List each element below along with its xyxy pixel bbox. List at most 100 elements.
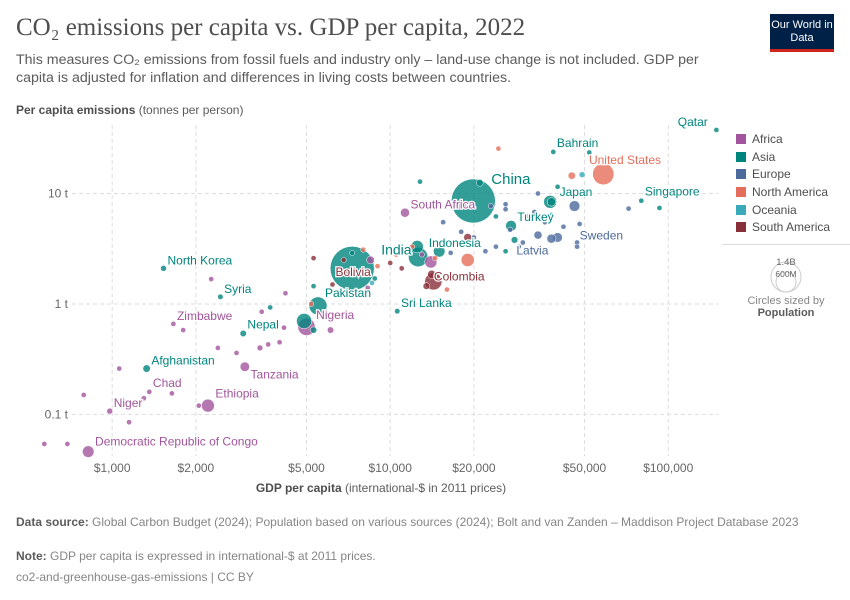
data-point <box>366 255 375 265</box>
data-point <box>141 395 147 402</box>
data-point <box>180 327 187 333</box>
data-point <box>476 179 484 187</box>
x-tick-label: $2,000 <box>178 461 215 475</box>
data-point <box>493 243 499 250</box>
data-point <box>548 212 555 218</box>
data-point <box>296 313 312 329</box>
data-point <box>502 206 509 213</box>
legend-item-europe[interactable]: Europe <box>736 165 830 183</box>
license[interactable]: co2-and-greenhouse-gas-emissions | CC BY <box>16 570 254 584</box>
data-point <box>265 341 272 348</box>
data-point <box>523 212 530 219</box>
y-axis-label: Per capita emissions (tonnes per person) <box>16 103 244 117</box>
data-point <box>546 197 556 207</box>
point-label: Tanzania <box>251 368 299 382</box>
data-point-bahrain <box>550 149 557 155</box>
point-label: Ethiopia <box>215 387 259 401</box>
data-point <box>535 190 541 197</box>
data-point <box>267 304 274 311</box>
data-point <box>310 326 318 334</box>
data-point-niger <box>106 407 113 415</box>
y-tick-label: 10 t <box>48 186 69 200</box>
legend-item-africa[interactable]: Africa <box>736 130 830 148</box>
data-point-nepal <box>239 330 247 337</box>
data-point <box>126 419 132 426</box>
data-point <box>349 250 356 256</box>
data-point <box>542 219 548 226</box>
data-point-pakistan <box>308 296 328 316</box>
x-tick-label: $1,000 <box>94 461 131 475</box>
data-point <box>458 228 465 235</box>
legend: Africa Asia Europe North America Oceania… <box>736 130 830 236</box>
legend-item-south-america[interactable]: South America <box>736 218 830 236</box>
data-point <box>597 232 604 238</box>
x-tick-label: $50,000 <box>563 461 607 475</box>
size-legend: 1.4B 600M Circles sized by Population <box>722 244 850 319</box>
point-label: South Africa <box>410 198 475 212</box>
data-point <box>531 209 538 215</box>
size-legend-large: 1.4B <box>776 257 796 268</box>
data-point-india <box>329 246 375 291</box>
data-point <box>360 246 367 253</box>
data-point <box>282 290 289 297</box>
data-point-tanzania <box>239 361 250 372</box>
data-point <box>554 183 561 190</box>
data-point <box>310 255 317 261</box>
point-label: Japan <box>560 185 593 199</box>
size-legend-variable: Population <box>757 307 815 319</box>
chart-title: CO₂ emissions per capita vs. GDP per cap… <box>16 14 526 41</box>
data-point-north-korea <box>160 265 167 272</box>
data-point <box>471 234 477 241</box>
data-point <box>398 265 405 272</box>
size-legend-caption: Circles sized by <box>747 295 825 307</box>
point-label: Bolivia <box>335 265 371 279</box>
y-tick-label: 0.1 t <box>45 407 69 421</box>
point-label: Bahrain <box>557 136 598 150</box>
data-point-united-states <box>592 163 615 185</box>
legend-item-asia[interactable]: Asia <box>736 148 830 166</box>
data-point <box>374 263 381 269</box>
data-point-latvia <box>515 243 522 250</box>
data-point <box>327 326 334 334</box>
point-label: Sri Lanka <box>401 296 452 310</box>
data-point <box>487 203 494 209</box>
data-point <box>533 230 543 240</box>
data-point <box>574 243 580 250</box>
x-tick-label: $5,000 <box>288 461 325 475</box>
x-tick-label: $100,000 <box>643 461 693 475</box>
data-point <box>560 223 567 230</box>
data-point <box>625 205 632 212</box>
point-label: United States <box>589 153 661 167</box>
data-point <box>607 157 614 164</box>
data-point <box>369 280 375 286</box>
owid-logo[interactable]: Our World in Data <box>770 14 834 52</box>
data-point <box>233 350 240 356</box>
x-tick-label: $10,000 <box>369 461 413 475</box>
data-point-qatar <box>713 127 720 133</box>
data-point <box>276 339 283 346</box>
data-point-colombia <box>427 269 437 279</box>
data-point <box>308 301 315 307</box>
point-label: China <box>491 171 531 188</box>
data-point-china <box>451 178 496 224</box>
data-point <box>215 345 221 351</box>
data-point <box>340 257 347 263</box>
data-point <box>460 253 475 267</box>
point-label: India <box>381 241 412 257</box>
data-point-afghanistan <box>142 364 151 373</box>
legend-item-oceania[interactable]: Oceania <box>736 201 830 219</box>
data-point <box>364 284 371 291</box>
data-point <box>393 251 399 258</box>
data-point <box>502 201 509 208</box>
legend-item-north-america[interactable]: North America <box>736 183 830 201</box>
size-legend-circles: 1.4B 600M <box>770 257 802 293</box>
data-point <box>169 390 175 397</box>
data-point <box>447 250 454 256</box>
point-label: Nigeria <box>316 308 354 322</box>
x-axis-label: GDP per capita (international-$ in 2011 … <box>255 481 507 495</box>
y-tick-label: 1 t <box>55 297 69 311</box>
chart-subtitle: This measures CO₂ emissions from fossil … <box>16 52 699 86</box>
point-label: Singapore <box>645 185 700 199</box>
point-label: Niger <box>114 396 143 410</box>
